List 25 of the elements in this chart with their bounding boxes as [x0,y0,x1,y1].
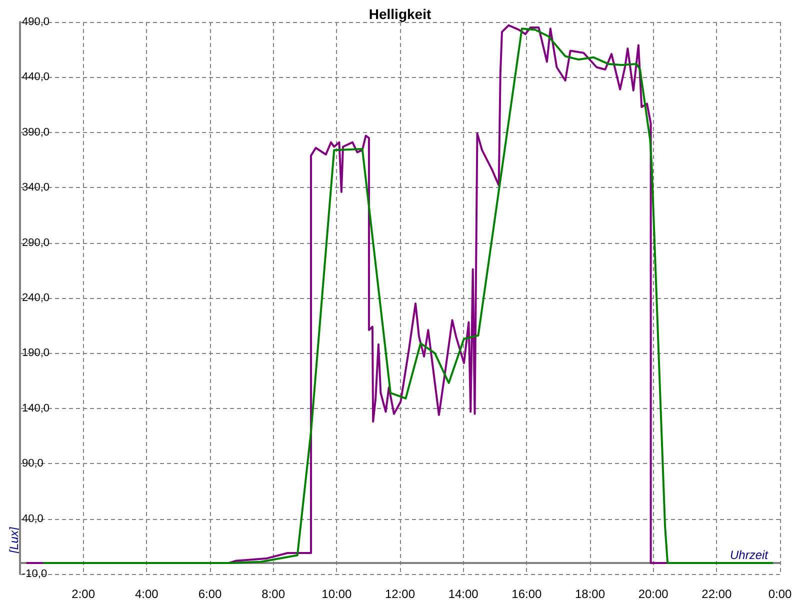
x-tick-label: 18:00 [574,587,606,600]
y-tick-label: 190,0 [22,347,50,360]
y-tick-label: 40,0 [22,512,44,525]
y-tick-label: 490,0 [22,16,50,28]
x-tick-label: 20:00 [638,587,669,600]
y-tick-label: 440,0 [22,71,50,84]
x-tick-label: 6:00 [198,587,222,600]
chart-title: Helligkeit [368,6,432,22]
y-tick-label: 290,0 [22,236,50,249]
x-tick-label: 10:00 [322,587,352,600]
x-tick-label: 4:00 [134,587,159,600]
y-tick-label: 240,0 [22,292,50,304]
x-tick-label: 12:00 [384,587,416,600]
x-tick-label: 16:00 [512,587,542,600]
y-tick-label: 90,0 [22,458,44,470]
x-tick-label: 14:00 [448,587,479,600]
y-tick-label: 340,0 [22,182,50,194]
x-tick-label: 22:00 [702,587,732,600]
x-tick-label: 8:00 [262,587,286,600]
x-axis-title: Uhrzeit [730,548,769,562]
y-tick-label: -10,0 [22,568,48,580]
x-tick-label: 0:00 [768,587,792,600]
y-tick-label: 140,0 [22,402,50,414]
y-tick-label: 390,0 [22,126,50,138]
x-tick-label: 2:00 [72,587,96,600]
